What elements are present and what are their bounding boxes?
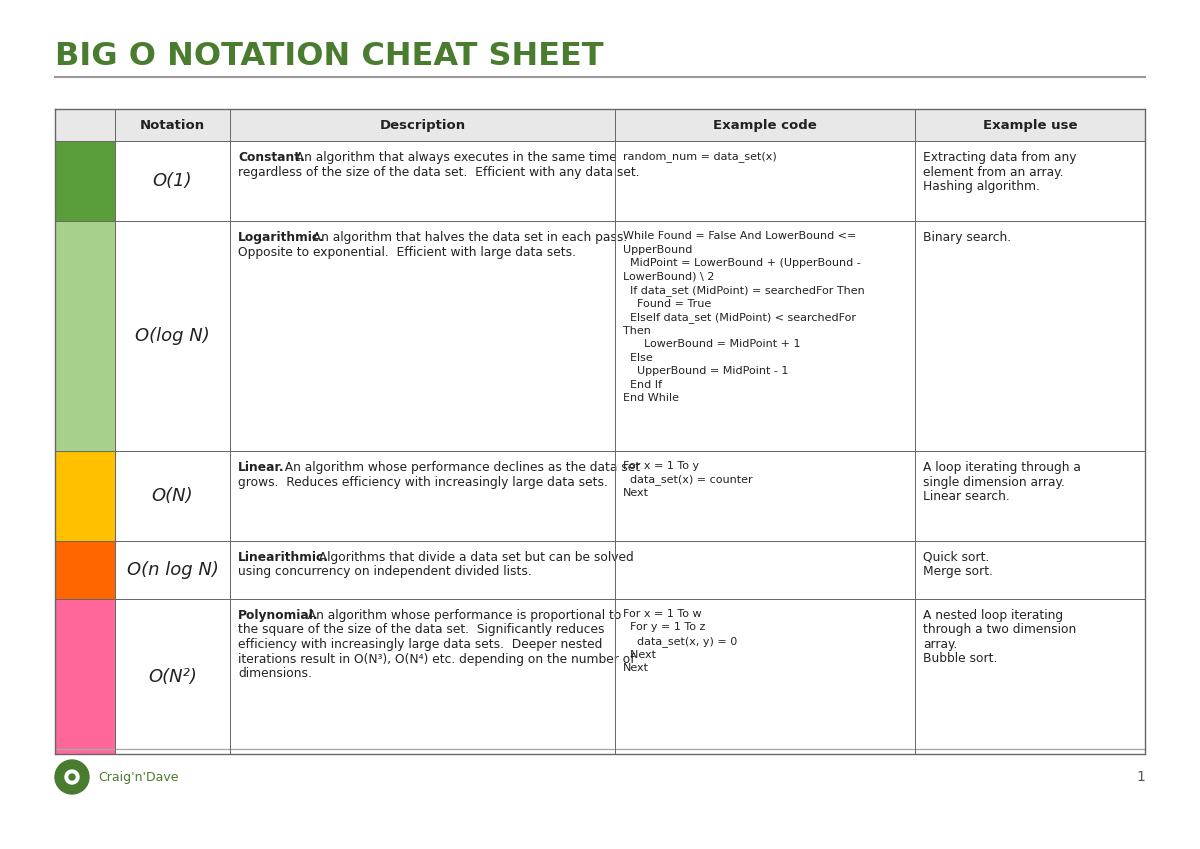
Text: UpperBound: UpperBound <box>623 245 692 255</box>
Text: single dimension array.: single dimension array. <box>923 475 1064 488</box>
Text: BIG O NOTATION CHEAT SHEET: BIG O NOTATION CHEAT SHEET <box>55 41 604 72</box>
Bar <box>616 109 916 141</box>
Text: For y = 1 To z: For y = 1 To z <box>623 622 706 633</box>
Text: For x = 1 To w: For x = 1 To w <box>623 609 702 619</box>
Text: ElseIf data_set (MidPoint) < searchedFor: ElseIf data_set (MidPoint) < searchedFor <box>623 312 856 323</box>
Text: An algorithm whose performance is proportional to: An algorithm whose performance is propor… <box>300 609 620 622</box>
Text: Next: Next <box>623 663 649 673</box>
Bar <box>616 599 916 754</box>
Text: random_num = data_set(x): random_num = data_set(x) <box>623 151 776 162</box>
Text: O(log N): O(log N) <box>136 327 210 345</box>
Text: O(1): O(1) <box>152 172 192 190</box>
Text: using concurrency on independent divided lists.: using concurrency on independent divided… <box>238 565 532 578</box>
Text: 1: 1 <box>1136 770 1145 784</box>
Bar <box>616 541 916 599</box>
Text: Linear.: Linear. <box>238 461 284 474</box>
Text: Example use: Example use <box>983 119 1078 132</box>
Bar <box>230 141 616 221</box>
Text: An algorithm whose performance declines as the data set: An algorithm whose performance declines … <box>277 461 641 474</box>
Text: LowerBound) \ 2: LowerBound) \ 2 <box>623 272 714 282</box>
Text: Binary search.: Binary search. <box>923 231 1012 244</box>
Text: regardless of the size of the data set.  Efficient with any data set.: regardless of the size of the data set. … <box>238 166 640 178</box>
Bar <box>230 221 616 451</box>
Circle shape <box>55 760 89 794</box>
Bar <box>230 451 616 541</box>
Bar <box>916 451 1145 541</box>
Text: Logarithmic.: Logarithmic. <box>238 231 325 244</box>
Text: data_set(x, y) = 0: data_set(x, y) = 0 <box>623 636 737 647</box>
Text: If data_set (MidPoint) = searchedFor Then: If data_set (MidPoint) = searchedFor The… <box>623 285 865 296</box>
Text: Hashing algorithm.: Hashing algorithm. <box>923 180 1040 193</box>
Bar <box>55 109 115 141</box>
Bar <box>230 599 616 754</box>
Bar <box>115 599 230 754</box>
Text: Opposite to exponential.  Efficient with large data sets.: Opposite to exponential. Efficient with … <box>238 245 576 258</box>
Text: element from an array.: element from an array. <box>923 166 1063 178</box>
Text: An algorithm that halves the data set in each pass.: An algorithm that halves the data set in… <box>305 231 628 244</box>
Bar <box>55 599 115 754</box>
Text: dimensions.: dimensions. <box>238 667 312 680</box>
Text: Constant.: Constant. <box>238 151 305 164</box>
Text: Linearithmic.: Linearithmic. <box>238 551 329 564</box>
Bar <box>616 221 916 451</box>
Text: A nested loop iterating: A nested loop iterating <box>923 609 1063 622</box>
Bar <box>916 599 1145 754</box>
Text: Example code: Example code <box>713 119 817 132</box>
Text: Bubble sort.: Bubble sort. <box>923 653 997 666</box>
Text: Quick sort.: Quick sort. <box>923 551 989 564</box>
Circle shape <box>70 774 74 780</box>
Text: iterations result in O(N³), O(N⁴) etc. depending on the number of: iterations result in O(N³), O(N⁴) etc. d… <box>238 653 635 666</box>
Text: For x = 1 To y: For x = 1 To y <box>623 461 700 471</box>
Text: Craig'n'Dave: Craig'n'Dave <box>98 771 179 784</box>
Bar <box>115 451 230 541</box>
Text: Found = True: Found = True <box>623 299 712 308</box>
Text: grows.  Reduces efficiency with increasingly large data sets.: grows. Reduces efficiency with increasin… <box>238 475 608 488</box>
Bar <box>115 141 230 221</box>
Bar <box>916 541 1145 599</box>
Bar <box>55 141 115 221</box>
Bar <box>55 541 115 599</box>
Bar <box>55 451 115 541</box>
Text: Merge sort.: Merge sort. <box>923 565 994 578</box>
Text: A loop iterating through a: A loop iterating through a <box>923 461 1081 474</box>
Text: Then: Then <box>623 325 650 335</box>
Circle shape <box>65 770 79 784</box>
Bar <box>916 141 1145 221</box>
Bar <box>916 221 1145 451</box>
Bar <box>616 451 916 541</box>
Text: Notation: Notation <box>140 119 205 132</box>
Text: Extracting data from any: Extracting data from any <box>923 151 1076 164</box>
Text: data_set(x) = counter: data_set(x) = counter <box>623 475 752 486</box>
Text: While Found = False And LowerBound <=: While Found = False And LowerBound <= <box>623 231 857 241</box>
Bar <box>916 109 1145 141</box>
Bar <box>115 541 230 599</box>
Text: End While: End While <box>623 393 679 403</box>
Text: Polynomial.: Polynomial. <box>238 609 319 622</box>
Text: Else: Else <box>623 352 653 363</box>
Text: O(N): O(N) <box>151 487 193 505</box>
Text: array.: array. <box>923 638 958 651</box>
Text: Algorithms that divide a data set but can be solved: Algorithms that divide a data set but ca… <box>311 551 634 564</box>
Bar <box>55 221 115 451</box>
Text: An algorithm that always executes in the same time: An algorithm that always executes in the… <box>288 151 617 164</box>
Text: LowerBound = MidPoint + 1: LowerBound = MidPoint + 1 <box>623 339 800 349</box>
Text: Next: Next <box>623 488 649 498</box>
Bar <box>616 141 916 221</box>
Text: Next: Next <box>623 649 656 660</box>
Text: O(n log N): O(n log N) <box>126 561 218 579</box>
Text: End If: End If <box>623 380 662 390</box>
Bar <box>115 221 230 451</box>
Text: MidPoint = LowerBound + (UpperBound -: MidPoint = LowerBound + (UpperBound - <box>623 258 860 268</box>
Bar <box>230 541 616 599</box>
Text: the square of the size of the data set.  Significantly reduces: the square of the size of the data set. … <box>238 623 605 637</box>
Text: Description: Description <box>379 119 466 132</box>
Bar <box>115 109 230 141</box>
Text: UpperBound = MidPoint - 1: UpperBound = MidPoint - 1 <box>623 366 788 376</box>
Text: O(N²): O(N²) <box>148 667 197 685</box>
Text: Linear search.: Linear search. <box>923 490 1009 503</box>
Text: through a two dimension: through a two dimension <box>923 623 1076 637</box>
Bar <box>230 109 616 141</box>
Text: efficiency with increasingly large data sets.  Deeper nested: efficiency with increasingly large data … <box>238 638 602 651</box>
